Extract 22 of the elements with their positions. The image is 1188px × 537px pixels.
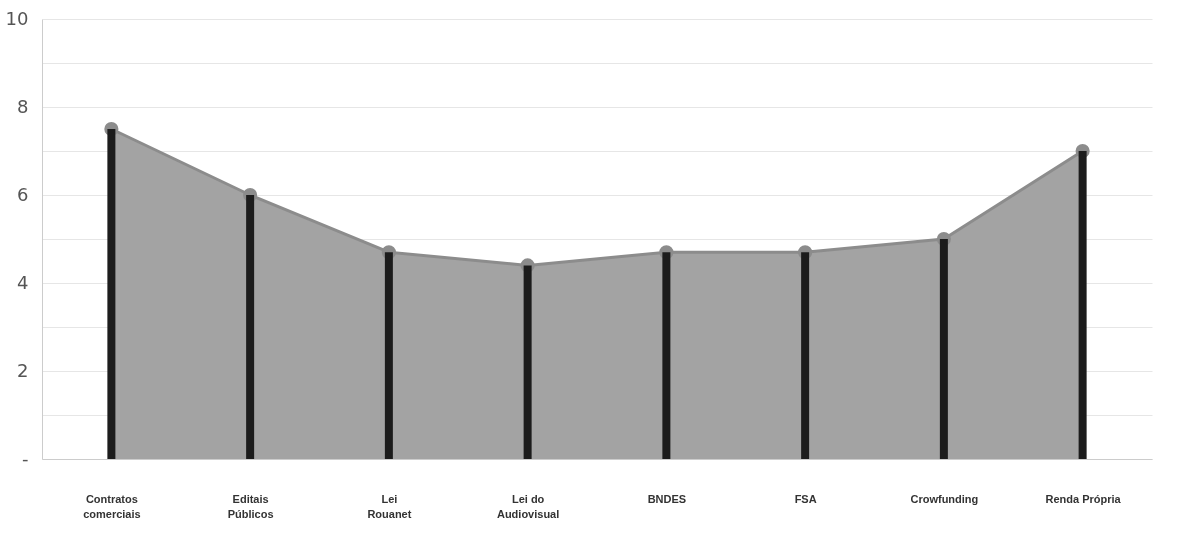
bar [801,252,810,459]
y-tick-label: 8 [17,95,29,117]
y-tick-label: 10 [5,7,29,29]
bar [246,195,255,459]
y-tick-label: 2 [17,359,29,381]
x-tick-label: Contratos comerciais [83,492,141,520]
bar [1078,151,1087,459]
x-tick-label: Editais Públicos [227,492,274,520]
bar [662,252,671,459]
y-tick-label: - [22,447,29,469]
y-tick-label: 4 [17,271,29,293]
bar [107,129,116,459]
x-tick-label: BNDES [647,492,687,505]
bar [939,239,948,459]
x-tick-label: Crowfunding [910,492,979,505]
x-tick-label: FSA [794,492,817,505]
x-tick-label: Renda Própria [1045,492,1122,505]
x-tick-label: Lei do Audiovisual [496,492,560,520]
y-tick-label: 6 [17,183,29,205]
bar [384,252,393,459]
x-tick-label: Lei Rouanet [367,492,412,520]
bar [523,265,532,459]
